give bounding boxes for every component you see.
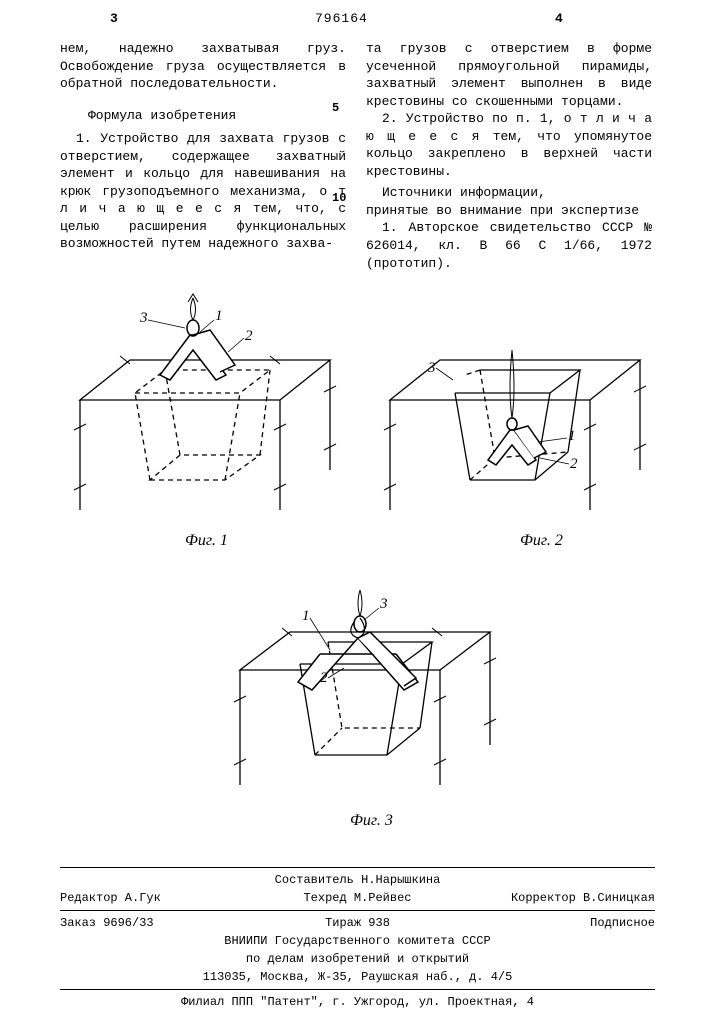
address: 113035, Москва, Ж-35, Раушская наб., д. … — [60, 968, 655, 986]
compiler: Составитель Н.Нарышкина — [60, 871, 655, 889]
figure-3: 1 3 2 — [234, 590, 496, 785]
svg-text:3: 3 — [379, 596, 388, 612]
claim-2: 2. Устройство по п. 1, о т л и ч а ю щ е… — [366, 110, 652, 180]
svg-text:1: 1 — [302, 608, 310, 624]
svg-text:2: 2 — [570, 456, 578, 472]
right-column: та грузов с отверстием в форме усеченной… — [366, 40, 652, 272]
tirage: Тираж 938 — [258, 914, 456, 932]
claim-1-end: та грузов с отверстием в форме усеченной… — [366, 40, 652, 110]
text-columns: нем, надежно захватывая груз. Освобожден… — [60, 40, 655, 272]
colophon: Составитель Н.Нарышкина Редактор А.Гук Т… — [60, 864, 655, 1011]
svg-text:1: 1 — [568, 428, 576, 444]
figures-svg: 3 1 2 — [60, 280, 655, 830]
svg-text:3: 3 — [427, 360, 436, 376]
corrector: Корректор В.Синицкая — [457, 889, 655, 907]
fig3-label: Фиг. 3 — [350, 810, 393, 832]
sources-heading-1: Источники информации, — [366, 184, 652, 202]
branch: Филиал ППП "Патент", г. Ужгород, ул. Про… — [60, 993, 655, 1011]
claim-1-start: 1. Устройство для захвата грузов с отвер… — [60, 130, 346, 253]
page-number-left: 3 — [110, 10, 118, 28]
source-1: 1. Авторское свидетельство СССР № 626014… — [366, 219, 652, 272]
figures-region: 3 1 2 — [60, 280, 655, 830]
figure-2: 3 1 2 — [384, 350, 646, 510]
document-number: 796164 — [315, 10, 368, 28]
page-number-right: 4 — [555, 10, 563, 28]
org-line-2: по делам изобретений и открытий — [60, 950, 655, 968]
editor: Редактор А.Гук — [60, 889, 258, 907]
fig1-label: Фиг. 1 — [185, 530, 228, 552]
para-continuation: нем, надежно захватывая груз. Освобожден… — [60, 40, 346, 93]
svg-text:2: 2 — [245, 328, 253, 344]
svg-text:1: 1 — [215, 308, 223, 324]
left-column: нем, надежно захватывая груз. Освобожден… — [60, 40, 346, 272]
svg-text:2: 2 — [320, 670, 328, 686]
formula-heading: Формула изобретения — [60, 107, 346, 125]
sources-heading-2: принятые во внимание при экспертизе — [366, 202, 652, 220]
techred: Техред М.Рейвес — [258, 889, 456, 907]
fig2-label: Фиг. 2 — [520, 530, 563, 552]
order-number: Заказ 9696/33 — [60, 914, 258, 932]
subscribe: Подписное — [457, 914, 655, 932]
svg-text:3: 3 — [139, 310, 148, 326]
figure-1: 3 1 2 — [74, 294, 336, 510]
org-line-1: ВНИИПИ Государственного комитета СССР — [60, 932, 655, 950]
